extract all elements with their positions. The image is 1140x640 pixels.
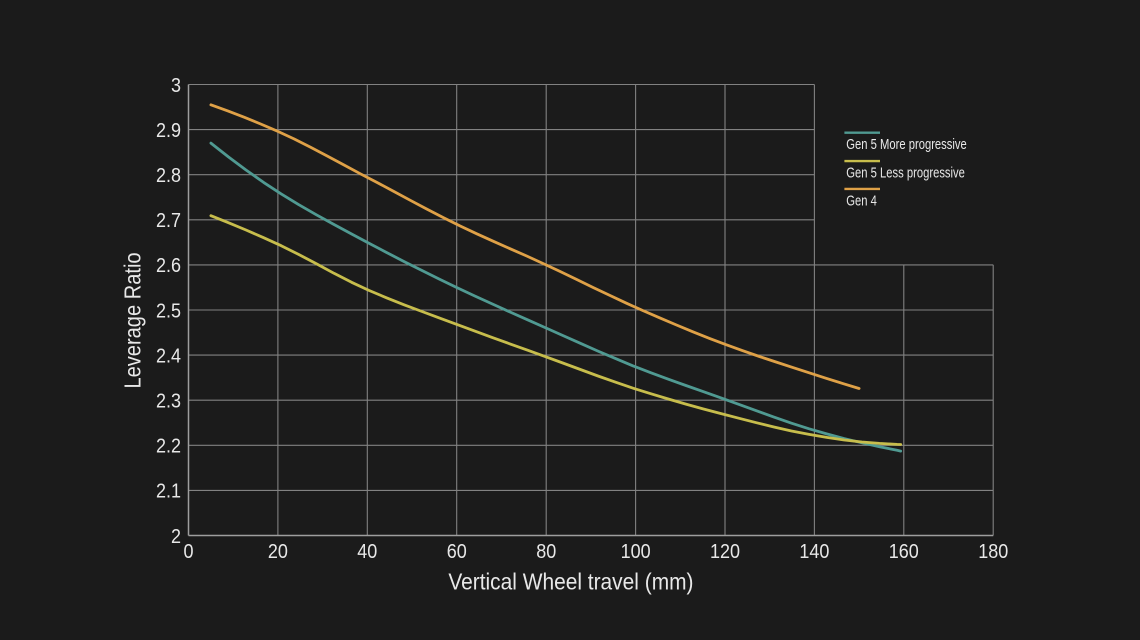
- svg-text:Gen 5 More progressive: Gen 5 More progressive: [846, 135, 966, 152]
- svg-text:2.2: 2.2: [156, 436, 181, 458]
- svg-text:2.1: 2.1: [156, 481, 181, 503]
- svg-text:2.3: 2.3: [156, 391, 181, 413]
- svg-text:20: 20: [268, 541, 288, 563]
- svg-text:2.6: 2.6: [156, 255, 181, 277]
- svg-text:Gen 5 Less progressive: Gen 5 Less progressive: [846, 164, 965, 181]
- svg-text:3: 3: [171, 75, 181, 97]
- svg-text:160: 160: [889, 541, 919, 563]
- svg-text:2: 2: [171, 526, 181, 548]
- svg-text:2.8: 2.8: [156, 165, 181, 187]
- svg-text:60: 60: [447, 541, 467, 563]
- svg-text:140: 140: [799, 541, 829, 563]
- svg-text:180: 180: [978, 541, 1008, 563]
- svg-text:2.7: 2.7: [156, 210, 181, 232]
- svg-text:0: 0: [183, 541, 193, 563]
- svg-text:2.5: 2.5: [156, 300, 181, 322]
- svg-text:80: 80: [536, 541, 556, 563]
- svg-text:Gen 4: Gen 4: [846, 192, 877, 209]
- svg-text:Leverage Ratio: Leverage Ratio: [119, 252, 146, 388]
- svg-text:100: 100: [621, 541, 651, 563]
- svg-text:40: 40: [357, 541, 377, 563]
- svg-text:2.4: 2.4: [156, 346, 181, 368]
- svg-text:2.9: 2.9: [156, 120, 181, 142]
- svg-text:120: 120: [710, 541, 740, 563]
- svg-text:Vertical Wheel travel (mm): Vertical Wheel travel (mm): [448, 569, 693, 595]
